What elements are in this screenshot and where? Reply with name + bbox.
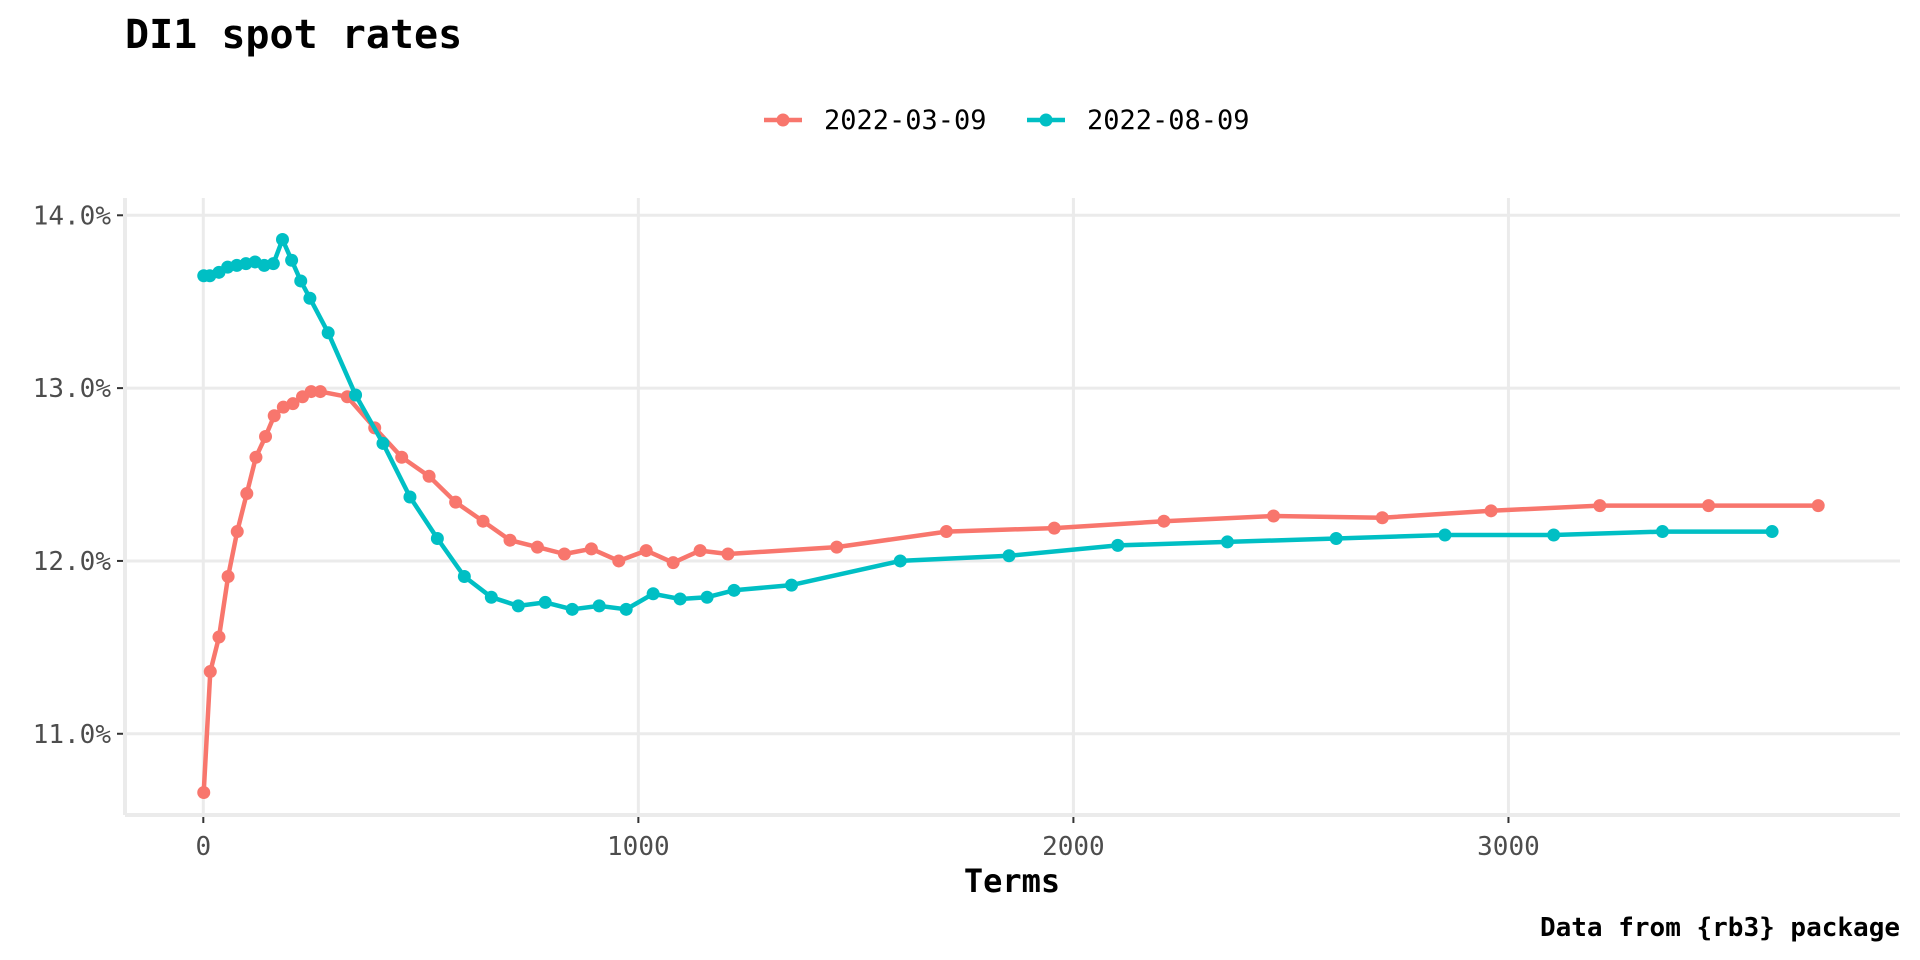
- data-point: [673, 592, 687, 606]
- caption: Data from {rb3} package: [1540, 913, 1900, 943]
- data-point: [221, 569, 235, 583]
- legend-key-point: [776, 113, 790, 127]
- data-point: [1002, 549, 1016, 563]
- data-point: [538, 595, 552, 609]
- data-point: [203, 665, 217, 679]
- data-point: [939, 525, 953, 539]
- data-point: [612, 554, 626, 568]
- x-tick-label: 2000: [1042, 832, 1105, 862]
- data-point: [592, 599, 606, 613]
- data-point: [303, 291, 317, 305]
- data-point: [619, 602, 633, 616]
- data-point: [727, 583, 741, 597]
- x-axis-label: Terms: [964, 862, 1060, 900]
- data-point: [1220, 535, 1234, 549]
- legend-key-point: [1039, 113, 1053, 127]
- data-point: [565, 602, 579, 616]
- y-tick-label: 14.0%: [33, 201, 112, 231]
- grid-lines: [125, 198, 1900, 815]
- data-point: [212, 630, 226, 644]
- data-point: [1157, 514, 1171, 528]
- y-tick-label: 11.0%: [33, 720, 112, 750]
- data-point: [376, 436, 390, 450]
- data-point: [259, 430, 273, 444]
- data-point: [1593, 499, 1607, 513]
- data-point: [430, 531, 444, 545]
- series-line-2022-08-09: [201, 237, 1775, 612]
- data-point: [484, 590, 498, 604]
- data-point: [422, 469, 436, 483]
- data-point: [230, 525, 244, 539]
- data-point: [893, 554, 907, 568]
- data-point: [1267, 509, 1281, 523]
- data-point: [511, 599, 525, 613]
- data-point: [830, 540, 844, 554]
- data-point: [267, 409, 281, 423]
- data-point: [1438, 528, 1452, 542]
- data-point: [1765, 525, 1779, 539]
- data-point: [197, 786, 211, 800]
- data-point: [721, 547, 735, 561]
- y-tick-label: 13.0%: [33, 374, 112, 404]
- data-point: [286, 397, 300, 411]
- data-point: [313, 385, 327, 399]
- series-layer: [197, 232, 1825, 800]
- data-point: [449, 495, 463, 509]
- data-point: [700, 590, 714, 604]
- data-point: [557, 547, 571, 561]
- data-point: [1484, 504, 1498, 518]
- x-tick-label: 0: [195, 832, 211, 862]
- data-point: [1547, 528, 1561, 542]
- data-point: [1375, 511, 1389, 525]
- data-point: [240, 487, 254, 501]
- data-point: [403, 490, 417, 504]
- axes: 11.0% 12.0% 13.0% 14.0% 0 1000 2000 3000: [33, 198, 1900, 862]
- data-point: [1329, 531, 1343, 545]
- data-point: [1811, 499, 1825, 513]
- x-tick-label: 3000: [1477, 832, 1540, 862]
- data-point: [503, 533, 517, 547]
- data-point: [646, 587, 660, 601]
- data-point: [1655, 525, 1669, 539]
- data-point: [266, 257, 280, 271]
- x-tick-label: 1000: [607, 832, 670, 862]
- data-point: [294, 274, 308, 288]
- data-point: [530, 540, 544, 554]
- data-point: [476, 514, 490, 528]
- data-point: [1702, 499, 1716, 513]
- data-point: [784, 578, 798, 592]
- data-point: [584, 542, 598, 556]
- plot-area: [125, 198, 1900, 815]
- data-point: [275, 232, 289, 246]
- legend: 2022-03-09 2022-08-09: [764, 105, 1250, 136]
- legend-label: 2022-03-09: [824, 105, 987, 136]
- data-point: [639, 544, 653, 558]
- data-point: [349, 388, 363, 402]
- data-point: [693, 544, 707, 558]
- data-point: [457, 569, 471, 583]
- data-point: [1047, 521, 1061, 535]
- data-point: [321, 326, 335, 340]
- data-point: [666, 556, 680, 570]
- chart-title: DI1 spot rates: [125, 12, 462, 58]
- data-point: [395, 450, 409, 464]
- y-tick-label: 12.0%: [33, 547, 112, 577]
- data-point: [249, 450, 263, 464]
- data-point: [1111, 538, 1125, 552]
- data-point: [304, 385, 318, 399]
- data-point: [285, 253, 299, 267]
- legend-label: 2022-08-09: [1087, 105, 1250, 136]
